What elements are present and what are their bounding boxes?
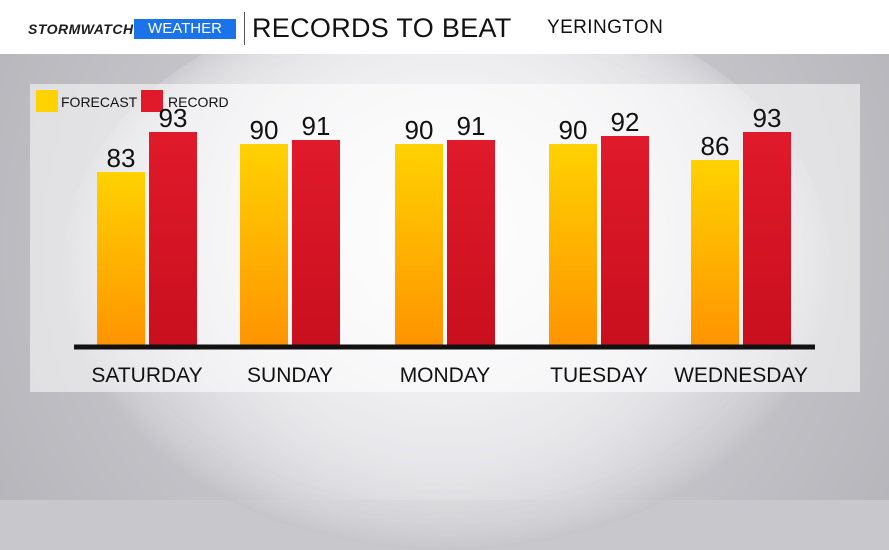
category-label-monday: MONDAY bbox=[400, 364, 491, 387]
legend-swatch-forecast bbox=[36, 90, 58, 112]
location-label: YERINGTON bbox=[547, 17, 664, 38]
value-label-record-saturday: 93 bbox=[159, 103, 188, 133]
value-label-forecast-sunday: 90 bbox=[250, 115, 279, 145]
brand-stormwatch: STORMWATCH bbox=[28, 21, 134, 37]
bar-forecast-sunday bbox=[240, 144, 288, 345]
category-label-sunday: SUNDAY bbox=[247, 364, 333, 387]
page-title: RECORDS TO BEAT bbox=[252, 13, 512, 43]
value-label-record-wednesday: 93 bbox=[753, 103, 782, 133]
legend-label-forecast: FORECAST bbox=[61, 94, 138, 110]
value-label-record-sunday: 91 bbox=[302, 111, 331, 141]
bar-chart: 83 93 SATURDAY 90 91 SUNDAY 90 91 MONDAY 90 92 TUES… bbox=[74, 103, 815, 387]
value-label-record-monday: 91 bbox=[457, 111, 486, 141]
bar-forecast-monday bbox=[395, 144, 443, 345]
legend-swatch-record bbox=[141, 90, 163, 112]
header-bar: STORMWATCH WEATHER RECORDS TO BEAT YERIN… bbox=[0, 0, 889, 54]
category-label-tuesday: TUESDAY bbox=[550, 364, 648, 387]
legend-label-record: RECORD bbox=[168, 94, 229, 110]
bar-forecast-wednesday bbox=[691, 160, 739, 345]
value-label-forecast-monday: 90 bbox=[405, 115, 434, 145]
bar-forecast-tuesday bbox=[549, 144, 597, 345]
header-divider bbox=[244, 12, 245, 45]
value-label-forecast-saturday: 83 bbox=[107, 143, 136, 173]
value-label-forecast-wednesday: 86 bbox=[701, 131, 730, 161]
bar-record-sunday bbox=[292, 140, 340, 345]
bar-forecast-saturday bbox=[97, 172, 145, 345]
bar-record-wednesday bbox=[743, 132, 791, 345]
category-label-wednesday: WEDNESDAY bbox=[674, 364, 808, 387]
bar-record-monday bbox=[447, 140, 495, 345]
category-label-saturday: SATURDAY bbox=[91, 364, 202, 387]
value-label-record-tuesday: 92 bbox=[611, 107, 640, 137]
value-label-forecast-tuesday: 90 bbox=[559, 115, 588, 145]
bar-record-saturday bbox=[149, 132, 197, 345]
bar-record-tuesday bbox=[601, 136, 649, 345]
brand-weather-badge: WEATHER bbox=[134, 19, 236, 39]
